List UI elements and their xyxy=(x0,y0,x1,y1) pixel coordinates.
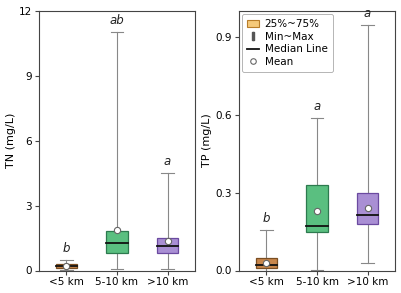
Text: a: a xyxy=(164,155,171,168)
Bar xyxy=(256,258,277,268)
Bar xyxy=(306,185,328,232)
Bar xyxy=(56,264,77,268)
Legend: 25%~75%, Min~Max, Median Line, Mean: 25%~75%, Min~Max, Median Line, Mean xyxy=(242,14,333,72)
Y-axis label: TP (mg/L): TP (mg/L) xyxy=(203,114,213,168)
Y-axis label: TN (mg/L): TN (mg/L) xyxy=(6,113,16,168)
Text: ab: ab xyxy=(109,14,124,27)
Text: b: b xyxy=(263,212,270,225)
Text: a: a xyxy=(314,100,321,113)
Bar xyxy=(157,238,178,253)
Text: b: b xyxy=(63,242,70,255)
Bar xyxy=(106,231,128,253)
Bar xyxy=(357,193,378,224)
Text: a: a xyxy=(364,7,371,20)
